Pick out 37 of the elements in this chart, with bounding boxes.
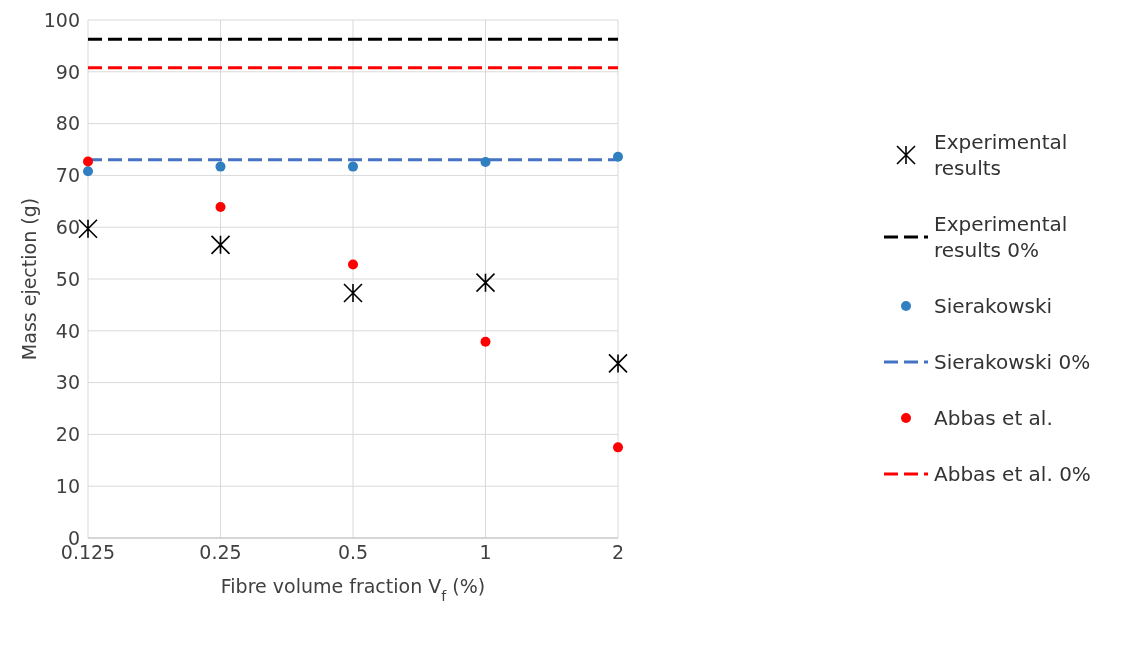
y-tick-label: 50 xyxy=(55,267,80,290)
y-tick-label: 20 xyxy=(55,423,80,446)
point xyxy=(480,336,491,347)
y-tick-label: 30 xyxy=(55,371,80,394)
point xyxy=(215,161,226,172)
point xyxy=(608,353,628,374)
point xyxy=(215,202,226,212)
point xyxy=(78,218,98,239)
legend-label: Sierakowski xyxy=(934,294,1053,318)
point xyxy=(475,272,496,293)
y-axis-title: Mass ejection (g) xyxy=(18,197,40,361)
legend-label: Experimental results 0% xyxy=(934,212,1068,262)
x-axis-title: Fibre volume fraction V$_{f}$ (%) xyxy=(220,575,486,604)
point xyxy=(83,166,93,177)
point xyxy=(83,156,93,167)
x-tick-label: 0.5 xyxy=(337,541,369,564)
y-tick-label: 100 xyxy=(43,8,80,31)
point xyxy=(210,235,231,255)
y-tick-label: 80 xyxy=(55,112,80,135)
point xyxy=(343,283,363,303)
x-tick-label: 0.25 xyxy=(199,541,242,564)
point xyxy=(480,156,491,167)
y-tick-label: 40 xyxy=(55,319,80,342)
legend-label: Abbas et al. 0% xyxy=(934,462,1091,486)
y-tick-label: 10 xyxy=(55,474,80,497)
legend-label: Experimental results xyxy=(934,130,1068,180)
y-tick-label: 60 xyxy=(55,215,80,238)
y-tick-label: 90 xyxy=(55,60,80,83)
point xyxy=(348,259,358,270)
point xyxy=(348,161,358,172)
point xyxy=(613,151,623,162)
legend-label: Sierakowski 0% xyxy=(934,350,1091,374)
x-tick-label: 1 xyxy=(479,541,492,564)
x-tick-label: 2 xyxy=(611,541,625,564)
point xyxy=(613,442,623,453)
y-tick-label: 70 xyxy=(55,164,80,187)
legend-label: Abbas et al. xyxy=(934,406,1053,430)
